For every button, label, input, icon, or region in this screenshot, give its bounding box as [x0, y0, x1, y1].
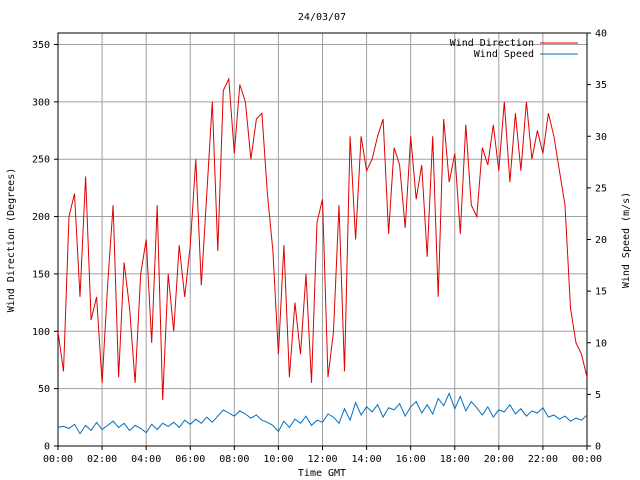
y-right-tick-label: 5 [595, 390, 601, 401]
y-axis-label-right: Wind Speed (m/s) [621, 192, 632, 288]
x-tick-label: 16:00 [396, 454, 426, 465]
x-tick-label: 06:00 [175, 454, 205, 465]
x-axis-label: Time GMT [298, 468, 346, 479]
tick-labels: 00:00 02:00 04:00 06:00 08:00 10:00 12:00 14:00… [32, 29, 607, 466]
x-tick-label: 08:00 [219, 454, 249, 465]
y-right-tick-label: 35 [595, 80, 607, 91]
y-right-tick-label: 15 [595, 287, 607, 298]
legend: Wind Direction Wind Speed [450, 38, 578, 60]
y-left-tick-label: 200 [32, 212, 50, 223]
y-right-tick-label: 20 [595, 235, 607, 246]
legend-label-wind-direction: Wind Direction [450, 38, 534, 49]
x-tick-label: 12:00 [307, 454, 337, 465]
x-tick-label: 18:00 [440, 454, 470, 465]
y-left-tick-label: 100 [32, 327, 50, 338]
x-tick-label: 14:00 [352, 454, 382, 465]
series-line-wind-direction [57, 76, 588, 401]
y-right-tick-label: 10 [595, 338, 607, 349]
y-right-tick-label: 30 [595, 132, 607, 143]
y-left-tick-label: 350 [32, 40, 50, 51]
x-tick-label: 04:00 [131, 454, 161, 465]
x-tick-label: 10:00 [263, 454, 293, 465]
y-right-tick-label: 0 [595, 442, 601, 453]
y-right-tick-label: 40 [595, 29, 607, 40]
legend-label-wind-speed: Wind Speed [474, 49, 534, 60]
y-right-tick-label: 25 [595, 183, 607, 194]
y-left-tick-label: 300 [32, 97, 50, 108]
grid [58, 33, 587, 446]
series-line-wind-speed [57, 391, 588, 435]
series-layer [57, 76, 588, 435]
y-left-tick-label: 150 [32, 269, 50, 280]
chart-title: 24/03/07 [298, 12, 346, 23]
x-tick-label: 20:00 [484, 454, 514, 465]
x-tick-label: 00:00 [572, 454, 602, 465]
x-tick-label: 00:00 [43, 454, 73, 465]
x-tick-label: 02:00 [87, 454, 117, 465]
y-left-tick-label: 50 [38, 384, 50, 395]
x-tick-label: 22:00 [528, 454, 558, 465]
y-axis-label-left: Wind Direction (Degrees) [6, 168, 17, 313]
y-left-tick-label: 0 [44, 442, 50, 453]
y-left-tick-label: 250 [32, 155, 50, 166]
